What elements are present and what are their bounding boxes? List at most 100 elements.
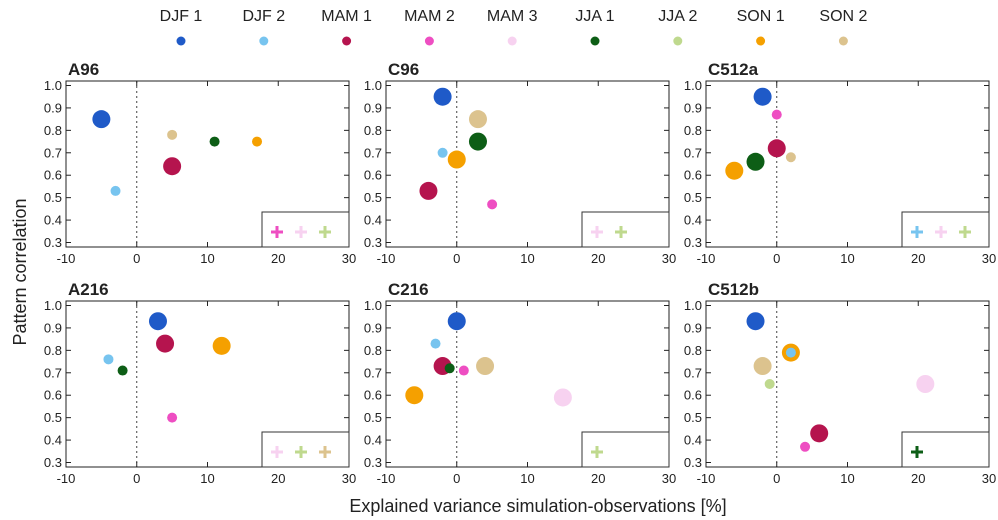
point-djf2 [430,338,441,349]
point-son1 [447,150,466,169]
y-tick-label: 0.6 [364,388,382,403]
legend-marker-mam2 [424,36,434,46]
y-tick-label: 0.4 [44,213,62,228]
legend-label-jja2: JJA 2 [658,8,697,25]
y-tick-label: 0.8 [44,343,62,358]
y-tick-label: 0.5 [44,190,62,205]
y-axis-label: Pattern correlation [10,198,30,345]
point-mam1 [767,139,786,158]
legend-marker-jja1 [590,36,600,46]
y-tick-label: 0.8 [684,343,702,358]
point-mam2 [800,441,811,452]
x-tick-label: 30 [662,251,676,266]
point-jja1 [468,132,487,151]
point-mam3 [553,388,572,407]
outside-marker-jja2 [295,446,307,458]
legend-marker-son1 [756,36,766,46]
y-tick-label: 0.4 [364,213,382,228]
y-tick-label: 0.7 [684,145,702,160]
y-tick-label: 0.7 [684,365,702,380]
point-djf2 [785,347,796,358]
outside-range-box [261,211,350,248]
y-tick-label: 0.4 [684,213,702,228]
point-jja1 [746,152,765,171]
legend-marker-djf2 [259,36,269,46]
x-tick-label: 10 [840,251,854,266]
y-tick-label: 0.4 [364,433,382,448]
y-tick-label: 0.6 [44,388,62,403]
point-mam1 [419,181,438,200]
y-tick-label: 0.5 [44,410,62,425]
y-tick-label: 0.9 [684,100,702,115]
point-djf2 [103,354,114,365]
x-tick-label: 0 [453,251,460,266]
x-axis-label: Explained variance simulation-observatio… [349,496,726,516]
panel-a216: A216 -10 0 10 20 30 0.3 0.4 0.5 0.6 0.7 0.8 0.9 1.0 [44,280,356,486]
point-jja1 [117,365,128,376]
x-tick-label: 20 [591,471,605,486]
y-tick-label: 1.0 [684,78,702,93]
outside-range-box [261,431,350,468]
outside-marker-mam3 [935,226,947,238]
y-tick-label: 0.5 [684,190,702,205]
point-djf2 [437,147,448,158]
outside-marker-son2 [319,446,331,458]
y-tick-label: 0.9 [684,320,702,335]
point-djf2 [110,185,121,196]
panel-a96: A96 -10 0 10 20 30 0.3 0.4 0.5 0.6 0.7 0.8 0.9 1.0 [44,60,356,266]
y-tick-label: 1.0 [364,298,382,313]
panel-c216: C216 -10 0 10 20 30 0.3 0.4 0.5 0.6 0.7 0.8 0.9 1.0 [364,280,676,486]
outside-marker-mam3 [295,226,307,238]
point-mam2 [458,365,469,376]
panel-title: C96 [388,60,419,79]
y-tick-label: 0.6 [684,388,702,403]
outside-marker-mam3 [591,226,603,238]
point-son1 [725,161,744,180]
point-mam2 [771,109,782,120]
panel-title: A96 [68,60,99,79]
legend-label-son1: SON 1 [737,8,785,25]
point-mam1 [156,334,175,353]
point-djf1 [746,312,765,331]
y-tick-label: 0.5 [684,410,702,425]
legend-label-son2: SON 2 [819,8,867,25]
point-mam1 [163,157,182,176]
legend-label-mam3: MAM 3 [487,8,538,25]
y-tick-label: 0.3 [684,455,702,470]
point-djf1 [447,312,466,331]
y-tick-label: 0.3 [364,235,382,250]
x-tick-label: 30 [982,471,996,486]
y-tick-label: 0.8 [364,343,382,358]
point-son2 [476,357,495,376]
legend-marker-jja2 [673,36,683,46]
outside-marker-mam3 [271,446,283,458]
point-djf1 [753,87,772,106]
x-tick-label: 30 [662,471,676,486]
outside-range-box [581,431,670,468]
y-tick-label: 0.3 [44,455,62,470]
x-tick-label: -10 [697,471,716,486]
x-tick-label: -10 [377,251,396,266]
point-mam1 [810,424,829,443]
legend-label-mam1: MAM 1 [321,8,372,25]
x-tick-label: 10 [200,251,214,266]
x-tick-label: -10 [697,251,716,266]
outside-range-box [901,431,990,468]
legend-label-jja1: JJA 1 [575,8,614,25]
legend-label-mam2: MAM 2 [404,8,455,25]
x-tick-label: 20 [271,251,285,266]
x-tick-label: 20 [911,251,925,266]
y-tick-label: 0.5 [364,190,382,205]
point-son1 [405,386,424,405]
y-tick-label: 0.3 [684,235,702,250]
y-tick-label: 0.9 [364,100,382,115]
y-tick-label: 0.9 [364,320,382,335]
x-tick-label: 10 [840,471,854,486]
y-tick-label: 0.4 [44,433,62,448]
y-tick-label: 0.6 [684,168,702,183]
x-tick-label: 30 [342,471,356,486]
point-mam2 [167,412,178,423]
outside-marker-djf2 [911,226,923,238]
outside-marker-jja2 [319,226,331,238]
